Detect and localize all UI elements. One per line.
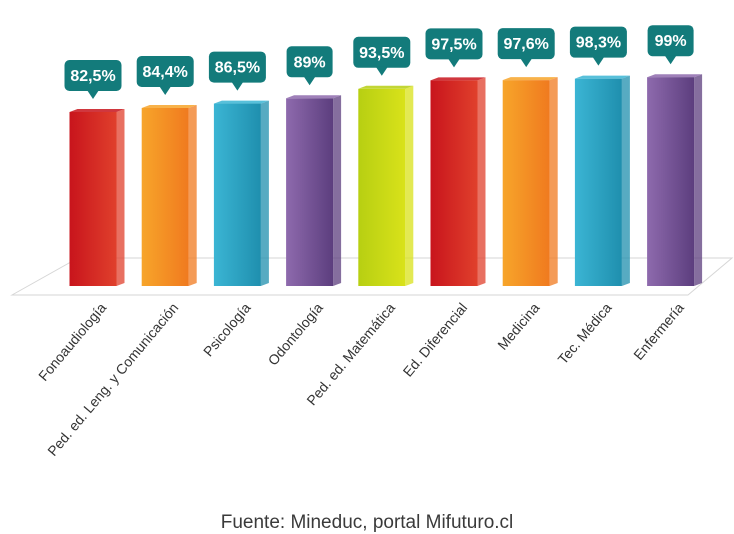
value-label-text: 97,5% [431, 36, 476, 53]
category-label-6: Ed. Diferencial [400, 300, 471, 380]
value-label-box [353, 36, 411, 68]
value-label-5: 93,5% [353, 36, 411, 76]
bar-front-2 [141, 107, 189, 286]
value-label-box [286, 46, 333, 78]
bar-front-5 [358, 88, 406, 286]
bar-side-3 [260, 100, 269, 287]
bar-3 [213, 100, 269, 287]
category-label-3: Psicología [200, 299, 254, 359]
bar-top-1 [69, 109, 125, 112]
value-label-text: 98,3% [576, 35, 621, 52]
value-label-pointer [520, 58, 533, 68]
value-label-box [425, 28, 483, 60]
bar-9 [647, 74, 703, 286]
value-label-text: 99% [655, 33, 687, 50]
category-label-9: Enfermería [630, 299, 687, 362]
value-label-pointer [448, 58, 460, 68]
bar-side-5 [405, 85, 414, 286]
bar-side-4 [333, 95, 342, 286]
bar-front-1 [69, 112, 117, 286]
bar-top-5 [358, 85, 414, 89]
category-label-4: Odontología [265, 299, 326, 368]
value-label-text: 86,5% [215, 60, 260, 77]
bar-2 [141, 104, 197, 286]
bar-side-8 [621, 75, 630, 286]
bar-front-9 [647, 77, 695, 286]
value-label-2: 84,4% [136, 55, 194, 95]
value-label-text: 97,6% [504, 36, 549, 53]
bar-8 [574, 75, 630, 286]
bar-4 [286, 95, 342, 286]
value-label-4: 89% [286, 46, 333, 86]
bar-6 [430, 77, 486, 286]
bar-side-9 [694, 74, 703, 286]
bar-top-3 [213, 100, 269, 104]
bar-side-1 [116, 109, 125, 286]
bar-front-8 [574, 78, 622, 286]
value-label-8: 98,3% [569, 26, 627, 66]
value-label-text: 84,4% [143, 64, 188, 81]
value-label-box [647, 25, 694, 57]
bar-side-2 [188, 104, 197, 286]
bar-top-4 [286, 95, 342, 99]
value-label-box [64, 60, 122, 91]
value-label-pointer [231, 81, 244, 91]
bar-top-7 [502, 77, 558, 81]
value-label-7: 97,6% [497, 28, 555, 68]
bar-front-4 [286, 98, 334, 286]
bar-top-8 [574, 75, 630, 79]
bar-side-6 [477, 77, 486, 286]
bar-5 [358, 85, 414, 286]
value-label-pointer [375, 66, 388, 76]
value-label-box [569, 26, 627, 58]
category-label-8: Tec. Médica [554, 299, 614, 367]
value-label-text: 82,5% [70, 68, 115, 85]
value-label-text: 93,5% [359, 45, 404, 62]
value-label-text: 89% [294, 54, 326, 71]
bars-group [69, 74, 703, 287]
bar-front-7 [502, 80, 550, 286]
value-label-box [208, 51, 266, 83]
bar-top-9 [647, 74, 703, 78]
value-label-6: 97,5% [425, 28, 483, 68]
value-label-pointer [303, 76, 316, 86]
value-label-pointer [87, 90, 99, 99]
value-label-pointer [664, 55, 677, 65]
bar-front-6 [430, 80, 478, 286]
value-label-pointer [592, 56, 605, 66]
value-label-1: 82,5% [64, 60, 122, 99]
category-label-2: Ped. ed. Leng. y Comunicación [44, 300, 181, 459]
value-label-box [136, 55, 194, 87]
bar-front-3 [213, 103, 261, 287]
bar-7 [502, 77, 558, 286]
value-label-9: 99% [647, 25, 694, 65]
bar-side-7 [549, 77, 558, 286]
bar-top-6 [430, 77, 486, 81]
value-label-3: 86,5% [208, 51, 266, 91]
source-note: Fuente: Mineduc, portal Mifuturo.cl [220, 512, 514, 533]
bar-1 [69, 109, 125, 286]
value-labels-group: 82,5% 84,4% 86,5% 89% 93,5% 97,5% 97,6% 98,3% 99… [64, 25, 694, 99]
value-label-box [497, 28, 555, 60]
category-label-7: Medicina [494, 299, 542, 352]
value-label-pointer [159, 85, 172, 95]
bar-top-2 [141, 104, 197, 108]
category-label-1: Fonoaudiología [35, 299, 109, 383]
